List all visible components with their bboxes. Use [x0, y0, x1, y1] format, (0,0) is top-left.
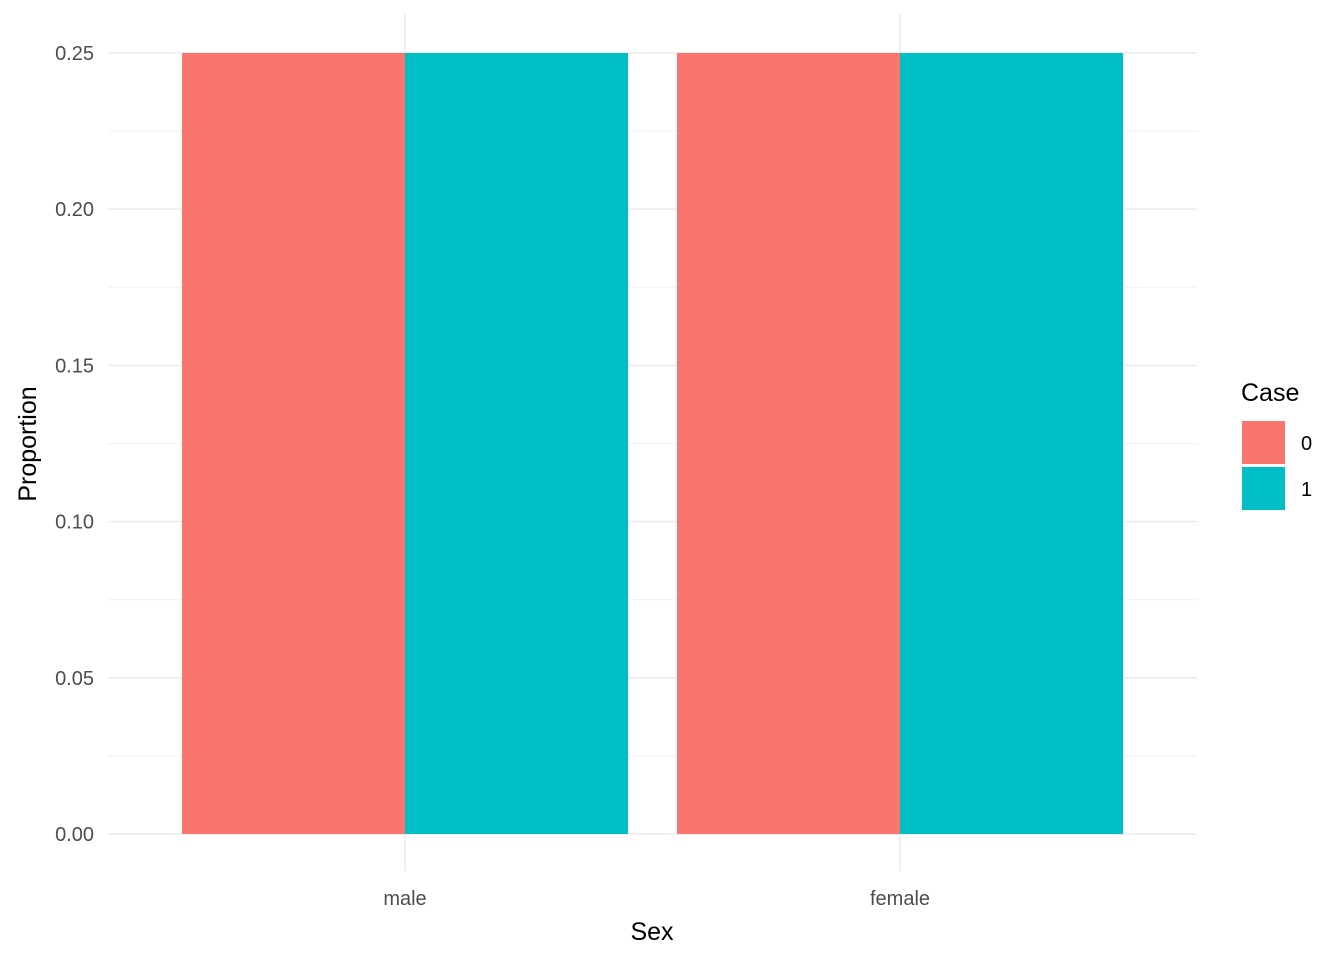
x-tick-label: male [383, 888, 426, 910]
y-axis-title: Proportion [14, 386, 42, 501]
bar [182, 53, 405, 834]
y-tick-label: 0.10 [55, 512, 94, 534]
y-axis-ticks: 0.00 0.05 0.10 0.15 0.20 0.25 [55, 43, 94, 846]
bars [182, 53, 1123, 834]
bar [405, 53, 628, 834]
x-tick-label: female [870, 888, 930, 910]
legend-key [1242, 467, 1285, 510]
legend-title: Case [1241, 379, 1299, 407]
y-tick-label: 0.15 [55, 355, 94, 377]
y-tick-label: 0.00 [55, 824, 94, 846]
legend-label: 1 [1301, 479, 1312, 501]
y-tick-label: 0.05 [55, 668, 94, 690]
y-tick-label: 0.25 [55, 43, 94, 65]
x-axis-ticks: male female [383, 888, 930, 910]
x-axis-title: Sex [630, 918, 674, 946]
bar [677, 53, 900, 834]
bar [900, 53, 1123, 834]
y-tick-label: 0.20 [55, 199, 94, 221]
legend-key [1242, 421, 1285, 464]
legend-label: 0 [1301, 433, 1312, 455]
legend: Case 0 1 [1241, 379, 1312, 510]
